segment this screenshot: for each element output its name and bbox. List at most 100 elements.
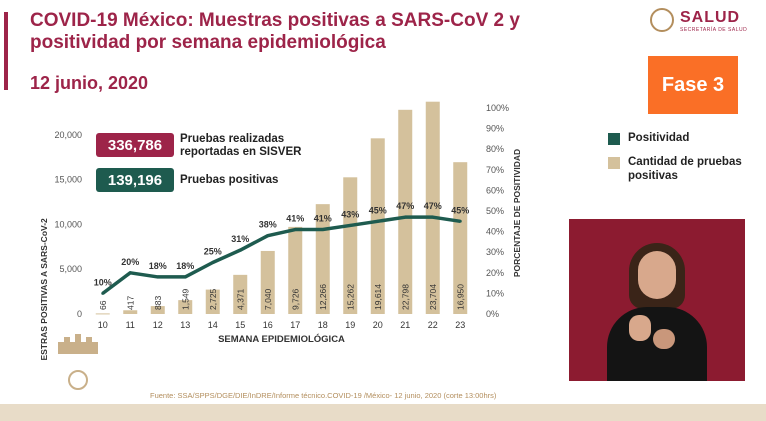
bar-value-label: 9,726 — [290, 288, 300, 310]
positivity-point — [183, 275, 187, 279]
bar — [425, 101, 440, 314]
bar — [288, 226, 303, 314]
y2-tick-label: 70% — [486, 165, 504, 175]
positivity-point — [348, 223, 352, 227]
positivity-label: 18% — [176, 261, 194, 271]
positivity-point — [458, 219, 462, 223]
y2-tick-label: 80% — [486, 144, 504, 154]
chart-legend: Positividad Cantidad de pruebas positiva… — [606, 130, 756, 182]
positivity-label: 41% — [314, 214, 332, 224]
y2-tick-label: 100% — [486, 103, 509, 113]
positive-tests-label: Pruebas positivas — [180, 174, 279, 186]
interpreter-hand — [653, 329, 675, 349]
positivity-point — [293, 228, 297, 232]
x-tick-label: 17 — [290, 320, 300, 330]
legend-item-positivity: Positividad — [606, 130, 756, 150]
bottom-band — [0, 404, 766, 421]
sign-language-video — [569, 219, 745, 381]
positivity-label: 38% — [259, 220, 277, 230]
legend-label-positive-tests: Cantidad de pruebas positivas — [628, 156, 742, 182]
x-tick-label: 13 — [180, 320, 190, 330]
positive-tests-value: 139,196 — [96, 168, 174, 192]
x-tick-label: 18 — [318, 320, 328, 330]
bar — [260, 250, 275, 314]
positivity-label: 45% — [369, 205, 387, 215]
bar-value-label: 4,371 — [235, 288, 245, 310]
x-tick-label: 23 — [455, 320, 465, 330]
top-bar — [0, 0, 766, 3]
bar-value-label: 22,798 — [400, 284, 410, 310]
x-tick-label: 15 — [235, 320, 245, 330]
bar-value-label: 12,266 — [318, 284, 328, 310]
positivity-point — [128, 271, 132, 275]
legend-item-positive-tests: Cantidad de pruebas positivas — [606, 154, 756, 182]
bar-value-label: 417 — [125, 296, 135, 310]
interpreter-hand — [629, 315, 651, 341]
y-tick-label: 15,000 — [54, 175, 82, 185]
bar — [233, 274, 248, 314]
bar-value-label: 2,725 — [208, 288, 218, 310]
total-tests-label: Pruebas realizadas reportadas en SISVER — [180, 133, 302, 158]
bar — [398, 109, 413, 314]
bar — [95, 313, 110, 315]
y2-tick-label: 50% — [486, 206, 504, 216]
seal-icon — [650, 8, 674, 32]
y2-tick-label: 90% — [486, 124, 504, 134]
bar-value-label: 15,262 — [345, 284, 355, 310]
x-tick-label: 11 — [126, 320, 135, 330]
bar-value-label: 1,549 — [180, 288, 190, 310]
y-tick-label: 5,000 — [59, 264, 82, 274]
legend-swatch-positive-tests — [608, 157, 620, 169]
bar — [178, 300, 193, 314]
y-axis-title: MUESTRAS POSITIVAS A SARS-CoV-2 — [39, 218, 49, 360]
x-tick-label: 19 — [345, 320, 355, 330]
salud-logo: SALUD SECRETARÍA DE SALUD — [650, 6, 760, 38]
positivity-line — [101, 215, 461, 295]
positivity-chart: 0 5,000 10,000 15,000 20,000 0% 10% 20% 30% 40% 50… — [39, 101, 522, 360]
bar — [205, 289, 220, 314]
bar — [315, 204, 330, 314]
x-tick-label: 10 — [98, 320, 108, 330]
x-tick-label: 22 — [428, 320, 438, 330]
bar-value-label: 7,040 — [263, 288, 273, 310]
bar-value-label: 19,614 — [373, 284, 383, 310]
x-axis-title: SEMANA EPIDEMIOLÓGICA — [218, 333, 345, 345]
y2-tick-label: 40% — [486, 227, 504, 237]
y2-tick-label: 0% — [486, 309, 499, 319]
y2-axis-title: PORCENTAJE DE POSITIVIDAD — [512, 149, 522, 277]
salud-logo-subtext: SECRETARÍA DE SALUD — [680, 27, 748, 33]
bar-value-label: 23,704 — [428, 284, 438, 310]
bar-value-label: 883 — [153, 296, 163, 310]
positivity-label: 25% — [204, 247, 222, 257]
y-tick-label: 20,000 — [54, 130, 82, 140]
x-tick-label: 21 — [400, 320, 410, 330]
decorative-building-icon — [58, 334, 98, 354]
y-tick-label: 10,000 — [54, 219, 82, 229]
y2-tick-label: 30% — [486, 247, 504, 257]
x-tick-label: 20 — [373, 320, 383, 330]
source-note: Fuente: SSA/SPPS/DGE/DIE/InDRE/Informe t… — [150, 391, 497, 400]
positivity-label: 45% — [451, 205, 469, 215]
positivity-point — [376, 219, 380, 223]
positivity-point — [101, 291, 105, 295]
positivity-point — [156, 275, 160, 279]
total-tests-value: 336,786 — [96, 133, 174, 157]
positivity-label: 41% — [286, 214, 304, 224]
page-title: COVID-19 México: Muestras positivas a SA… — [30, 10, 520, 53]
positivity-label: 18% — [149, 261, 167, 271]
seal-icon — [68, 370, 88, 390]
positivity-label: 47% — [396, 201, 414, 211]
y2-tick-label: 60% — [486, 185, 504, 195]
bar — [370, 138, 385, 314]
positivity-point — [238, 248, 242, 252]
y2-tick-label: 10% — [486, 288, 504, 298]
bar — [123, 310, 138, 314]
x-tick-label: 14 — [208, 320, 218, 330]
salud-logo-text: SALUD — [680, 9, 741, 26]
positivity-label: 31% — [231, 234, 249, 244]
bar — [453, 162, 468, 314]
positivity-label: 10% — [94, 277, 112, 287]
y2-tick-label: 20% — [486, 268, 504, 278]
x-tick-label: 12 — [153, 320, 163, 330]
phase-badge: Fase 3 — [648, 56, 738, 114]
